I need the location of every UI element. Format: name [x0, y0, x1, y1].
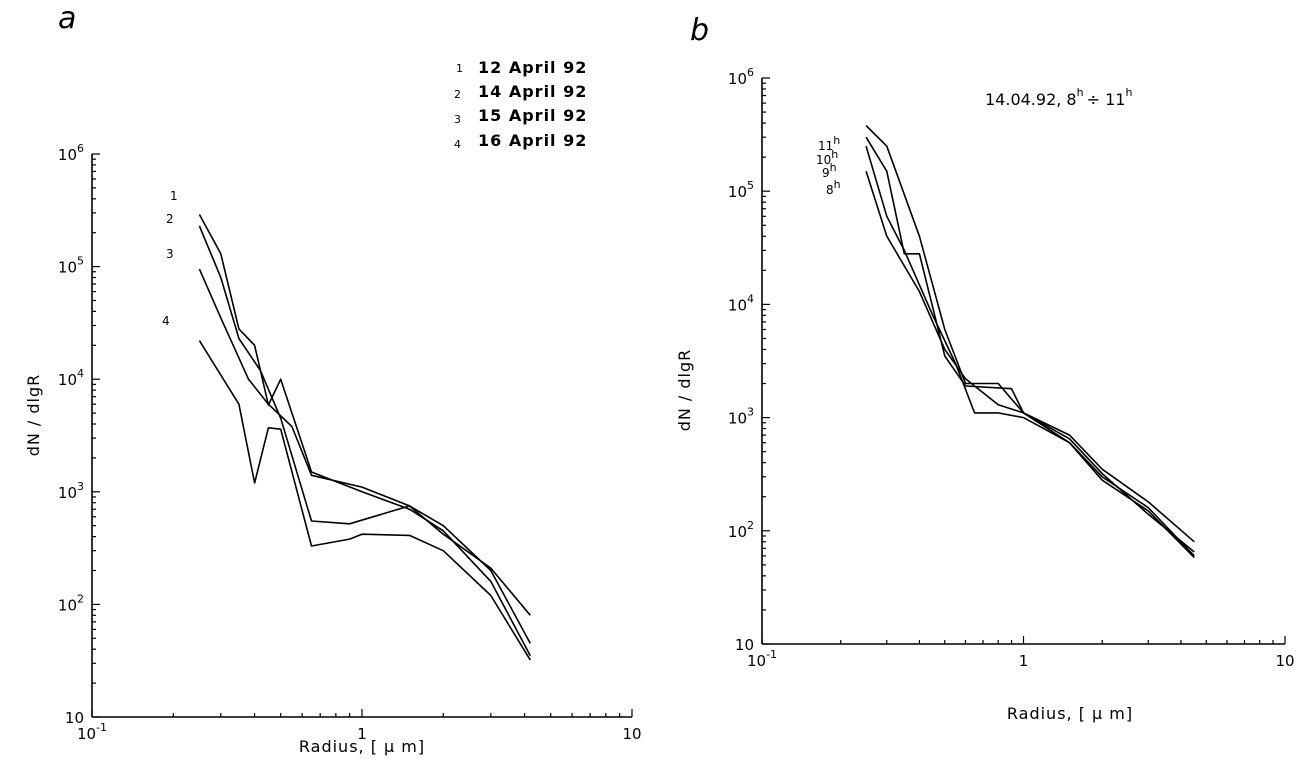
panel-a-series-line-1: [198, 214, 532, 657]
panel-b-curve-label-10h: 10h: [816, 148, 838, 167]
x-tick-base: 10: [1275, 652, 1294, 670]
panel-a-legend-text-3: 15 April 92: [478, 106, 587, 125]
panel-b-y-tick-label: 102: [728, 519, 754, 541]
y-tick-exponent: 5: [77, 255, 84, 268]
panel-a-series-line-4: [198, 340, 531, 661]
panel-a-legend-text-2: 14 April 92: [478, 82, 587, 101]
y-tick-exponent: 2: [77, 592, 84, 605]
y-tick-exponent: 3: [77, 480, 84, 493]
panel-b-x-tick-label: 1: [1019, 652, 1029, 670]
y-tick-base: 10: [728, 70, 747, 88]
panel-b-curve-label-10h-base: 10: [816, 153, 831, 167]
panel-a-curve-label-3: 3: [166, 247, 174, 261]
panel-b-y-tick-label: 105: [728, 179, 754, 201]
panel-a-y-tick-label: 102: [58, 592, 84, 614]
panel-a-y-tick-label: 10: [65, 709, 84, 727]
panel-a-x-tick-label: 1: [357, 725, 367, 743]
panel-a-series-line-2: [198, 225, 532, 644]
y-tick-exponent: 4: [747, 292, 754, 305]
panel-a-series-line-3: [198, 268, 531, 616]
panel-a-legend-num-2: 2: [454, 88, 461, 101]
panel-b-x-tick-label: 10: [1275, 652, 1294, 670]
y-tick-base: 10: [728, 296, 747, 314]
x-tick-base: 10: [622, 725, 641, 743]
panel-a-x-axis-label: Radius, [ μ m]: [299, 737, 425, 756]
panel-a-curve-label-2: 2: [166, 212, 174, 226]
panel-a-y-axis-label: dN / dlgR: [24, 374, 43, 457]
x-tick-base: 10: [77, 725, 96, 743]
y-tick-base: 10: [728, 183, 747, 201]
y-tick-base: 10: [728, 410, 747, 428]
y-tick-exponent: 5: [747, 179, 754, 192]
panel-a-y-tick-label: 106: [58, 142, 84, 164]
panel-b-y-tick-label: 10: [735, 636, 754, 654]
panel-b-x-axis-label: Radius, [ μ m]: [1007, 704, 1133, 723]
panel-a-legend-num-4: 4: [454, 138, 461, 151]
y-tick-base: 10: [58, 371, 77, 389]
panel-b-title: 14.04.92, 8h ÷ 11h: [985, 86, 1132, 109]
panel-b-curve-label-9h-base: 9: [822, 166, 830, 180]
y-tick-base: 10: [65, 709, 84, 727]
panel-a-letter: a: [58, 1, 76, 36]
x-tick-base: 10: [747, 652, 766, 670]
panel-b-y-tick-label: 103: [728, 406, 754, 428]
y-tick-exponent: 6: [747, 66, 754, 79]
y-tick-base: 10: [728, 523, 747, 541]
panel-b-title-div: ÷ 11: [1087, 90, 1126, 109]
panel-a-legend-text-1: 12 April 92: [478, 58, 587, 77]
panel-a-legend-num-3: 3: [454, 113, 461, 126]
panel-b-title-sup1: h: [1077, 86, 1084, 99]
panel-b-curve-label-11h-base: 11: [818, 139, 833, 153]
x-tick-base: 1: [357, 725, 367, 743]
y-tick-exponent: 6: [77, 142, 84, 155]
y-tick-base: 10: [58, 146, 77, 164]
panel-b-series-line-9h: [865, 145, 1195, 557]
panel-a-legend-text-4: 16 April 92: [478, 131, 587, 150]
panel-a-curves: [198, 214, 532, 661]
panel-b-y-tick-label: 106: [728, 66, 754, 88]
y-tick-exponent: 4: [77, 367, 84, 380]
panel-a-legend-num-1: 1: [456, 62, 463, 75]
panel-a-x-tick-label: 10: [622, 725, 641, 743]
panel-b-curve-label-10h-sup: h: [831, 148, 838, 161]
panel-b-curve-label-8h: 8h: [826, 178, 841, 197]
x-tick-exponent: -1: [96, 721, 107, 734]
panel-b-curve-label-11h-sup: h: [833, 134, 840, 147]
panel-a-curve-label-4: 4: [162, 314, 170, 328]
panel-b-curve-label-11h: 11h: [818, 134, 840, 153]
panel-b-curve-label-8h-sup: h: [834, 178, 841, 191]
panel-b-series-line-11h: [865, 125, 1195, 543]
y-tick-base: 10: [58, 259, 77, 277]
panel-b-curve-label-9h-sup: h: [830, 161, 837, 174]
y-tick-exponent: 2: [747, 519, 754, 532]
panel-b-curve-label-9h: 9h: [822, 161, 837, 180]
panel-a-legend: 1 12 April 92 2 14 April 92 3 15 April 9…: [454, 58, 587, 151]
panel-a-curve-label-1: 1: [170, 189, 178, 203]
y-tick-base: 10: [735, 636, 754, 654]
x-tick-base: 1: [1019, 652, 1029, 670]
y-tick-base: 10: [58, 484, 77, 502]
panel-a-x-tick-label: 10-1: [77, 721, 107, 743]
panel-a: a 1 12 April 92 2 14 April 92 3 15 April…: [24, 1, 642, 756]
panel-b-letter: b: [690, 13, 709, 48]
panel-a-y-tick-label: 104: [58, 367, 84, 389]
x-tick-exponent: -1: [766, 648, 777, 661]
panel-b-curve-label-8h-base: 8: [826, 183, 834, 197]
panel-b-series-line-8h: [865, 171, 1195, 559]
panel-b-y-axis-label: dN / dlgR: [675, 349, 694, 432]
panel-a-y-tick-label: 105: [58, 255, 84, 277]
panel-b: b 14.04.92, 8h ÷ 11h dN / dlgR Radius, [ …: [675, 13, 1295, 723]
y-tick-exponent: 3: [747, 406, 754, 419]
y-tick-base: 10: [58, 596, 77, 614]
panel-b-curves: [865, 125, 1195, 559]
panel-b-x-tick-label: 10-1: [747, 648, 777, 670]
panel-b-title-date: 14.04.92, 8: [985, 90, 1077, 109]
panel-a-y-tick-label: 103: [58, 480, 84, 502]
panel-b-title-sup2: h: [1125, 86, 1132, 99]
panel-b-y-tick-label: 104: [728, 292, 754, 314]
panel-b-series-line-10h: [865, 136, 1195, 553]
